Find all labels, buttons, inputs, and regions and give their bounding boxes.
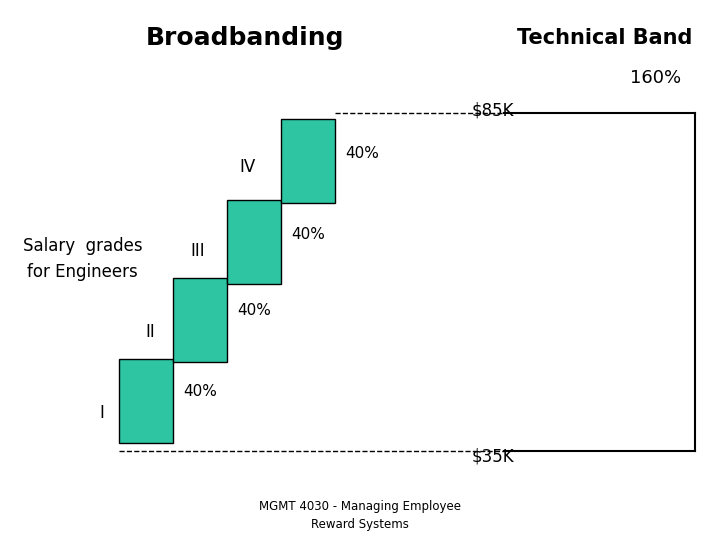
Text: I: I	[99, 404, 104, 422]
Text: 40%: 40%	[238, 303, 271, 318]
Text: MGMT 4030 - Managing Employee
Reward Systems: MGMT 4030 - Managing Employee Reward Sys…	[259, 500, 461, 531]
Text: III: III	[191, 242, 205, 260]
Text: 40%: 40%	[346, 146, 379, 161]
Text: 160%: 160%	[629, 69, 681, 87]
Text: $35K: $35K	[472, 447, 514, 465]
Text: Technical Band: Technical Band	[517, 28, 693, 48]
Bar	[281, 119, 335, 202]
Bar	[119, 359, 173, 443]
Bar	[173, 278, 227, 362]
Text: 40%: 40%	[292, 227, 325, 242]
Text: Salary  grades
for Engineers: Salary grades for Engineers	[23, 237, 143, 281]
Text: IV: IV	[239, 158, 256, 177]
Text: Broadbanding: Broadbanding	[145, 26, 344, 50]
Text: $85K: $85K	[472, 102, 514, 120]
Text: 40%: 40%	[184, 384, 217, 399]
Bar	[227, 200, 281, 284]
Text: II: II	[145, 323, 155, 341]
